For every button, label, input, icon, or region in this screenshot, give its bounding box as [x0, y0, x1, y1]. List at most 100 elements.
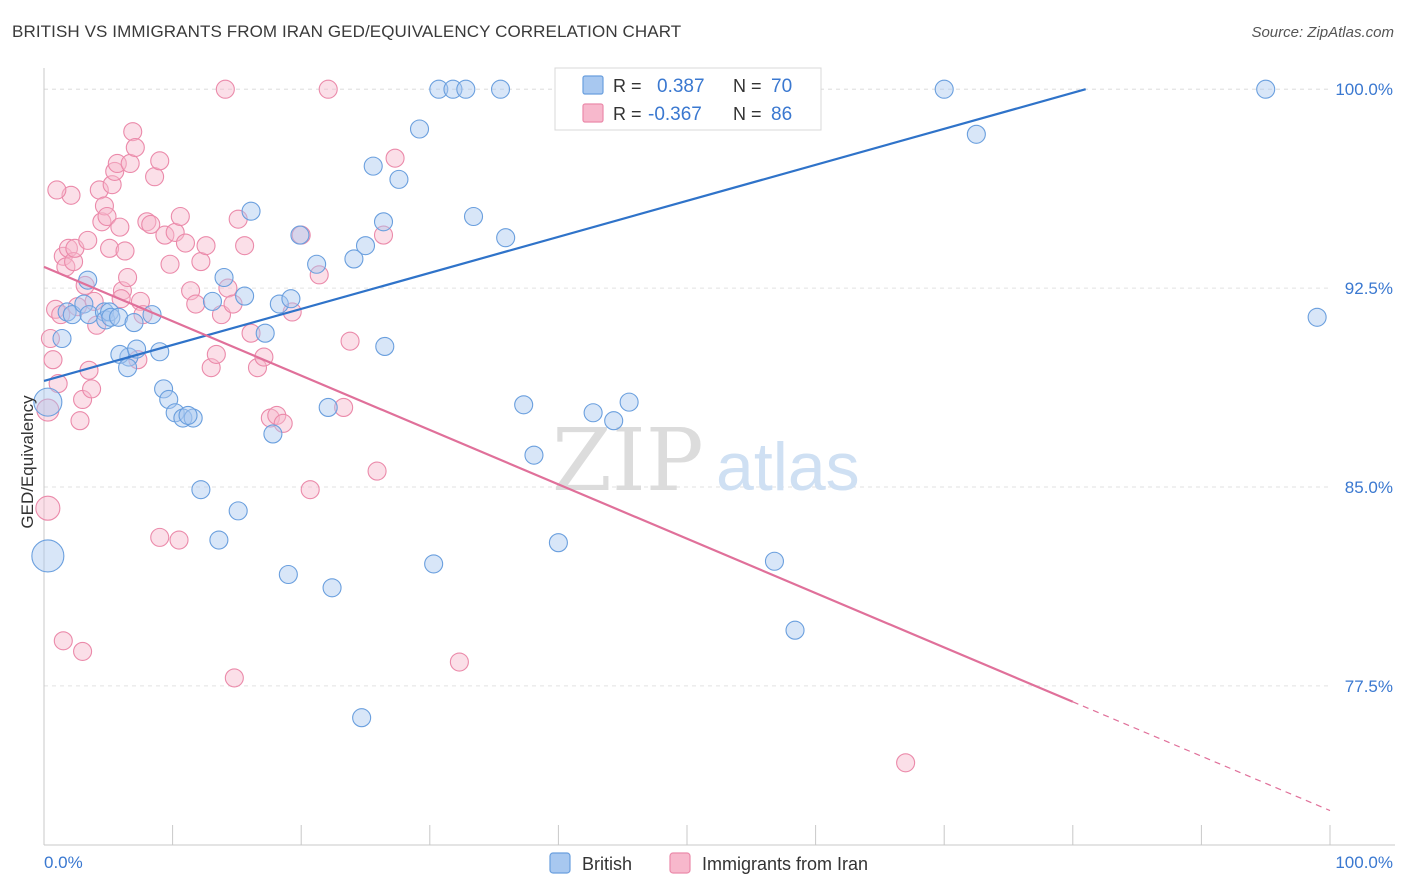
- iran-point-52: [196, 236, 216, 256]
- iran-point-59: [235, 236, 255, 256]
- iran-point-36: [125, 138, 145, 158]
- british-point-23: [173, 408, 193, 428]
- british-point-30: [241, 201, 261, 221]
- gridlines: [44, 88, 1330, 687]
- british-point-3: [57, 302, 77, 322]
- iran-point-42: [145, 167, 165, 187]
- british-point-46: [373, 212, 394, 232]
- iran-point-71: [318, 79, 338, 99]
- british-point-58: [524, 445, 544, 465]
- british-point-51: [424, 554, 444, 574]
- iran-point-14: [70, 411, 90, 431]
- iran-point-33: [118, 267, 138, 288]
- british-point-25: [178, 405, 198, 425]
- trend-lines: [43, 88, 1331, 812]
- watermark-atlas: atlas: [716, 429, 860, 505]
- y-axis-label: GED/Equivalency: [18, 395, 37, 529]
- iran-point-30: [110, 217, 130, 237]
- iran-point-57: [223, 294, 243, 314]
- iran-point-2: [40, 328, 60, 349]
- iran-point-84: [896, 753, 916, 773]
- x-tick-label-0: 0.0%: [44, 853, 83, 872]
- watermark-zip: ZIP: [552, 411, 704, 511]
- iran-point-60: [241, 323, 261, 343]
- legend-top-r-value-british: 0.387: [657, 76, 705, 97]
- iran-point-26: [100, 238, 120, 258]
- legend-top-n-value-iran: 86: [771, 104, 792, 125]
- british-point-48: [389, 169, 409, 189]
- british-point-26: [191, 480, 211, 500]
- british-point-29: [228, 501, 248, 521]
- iran-points: [35, 79, 916, 773]
- y-tick-label-2: 92.5%: [1345, 279, 1393, 298]
- british-point-36: [281, 289, 301, 309]
- iran-point-80: [367, 461, 387, 481]
- legend-top-swatch-iran: [582, 103, 604, 123]
- iran-point-23: [92, 212, 112, 232]
- british-point-45: [363, 156, 383, 176]
- iran-point-82: [385, 148, 405, 168]
- british-points: [31, 79, 1327, 728]
- iran-point-34: [120, 153, 140, 174]
- trend-line-iran-extension: [1072, 701, 1331, 812]
- iran-point-75: [224, 668, 244, 688]
- iran-point-73: [150, 527, 170, 547]
- british-point-2: [52, 328, 72, 349]
- british-point-15: [124, 313, 144, 333]
- y-tick-label-3: 100.0%: [1335, 80, 1393, 99]
- legend-top: R = 0.387 N = 70 R = -0.367 N = 86: [554, 67, 822, 131]
- british-point-28: [214, 267, 234, 288]
- y-tick-label-0: 77.5%: [1345, 677, 1393, 696]
- chart-title: BRITISH VS IMMIGRANTS FROM IRAN GED/EQUI…: [12, 22, 682, 41]
- iran-point-19: [82, 379, 102, 399]
- iran-point-79: [340, 331, 360, 351]
- trend-line-iran: [43, 265, 1074, 703]
- british-point-0: [33, 387, 63, 417]
- legend-label-iran: Immigrants from Iran: [702, 854, 868, 874]
- british-point-55: [490, 79, 511, 99]
- british-point-38: [307, 254, 327, 274]
- british-point-43: [355, 236, 376, 256]
- iran-point-72: [47, 180, 67, 200]
- iran-point-69: [300, 480, 320, 500]
- iran-point-28: [105, 161, 125, 181]
- british-point-5: [74, 294, 94, 314]
- british-point-62: [583, 403, 603, 423]
- legend-top-swatch-british: [582, 75, 604, 95]
- british-point-8: [94, 302, 114, 322]
- trend-line-british: [43, 88, 1086, 382]
- british-point-64: [604, 411, 624, 431]
- british-point-59: [548, 533, 568, 553]
- british-point-73: [1307, 307, 1327, 327]
- british-point-71: [966, 124, 986, 144]
- iran-point-78: [334, 397, 354, 417]
- iran-point-83: [449, 652, 469, 672]
- british-point-69: [785, 620, 805, 640]
- iran-point-32: [115, 241, 135, 261]
- british-point-42: [344, 249, 364, 269]
- british-point-53: [456, 79, 476, 99]
- iran-point-74: [169, 530, 189, 550]
- iran-point-54: [206, 344, 226, 364]
- british-point-72: [1256, 79, 1276, 99]
- iran-point-77: [73, 641, 93, 661]
- legend-top-n-label-iran: N =: [733, 104, 762, 124]
- legend-swatch-iran: [669, 852, 691, 874]
- british-point-40: [318, 397, 338, 417]
- iran-point-81: [373, 225, 394, 245]
- iran-point-3: [43, 350, 63, 370]
- iran-point-51: [191, 252, 211, 272]
- iran-point-65: [273, 413, 293, 433]
- british-point-35: [269, 294, 289, 314]
- iran-point-25: [97, 206, 117, 227]
- british-point-68: [764, 551, 784, 571]
- watermark: ZIP atlas: [552, 411, 860, 511]
- iran-point-17: [78, 230, 98, 250]
- legend-top-r-label-british: R =: [613, 76, 642, 96]
- legend-top-n-label-british: N =: [733, 76, 762, 96]
- british-point-27: [202, 291, 223, 311]
- british-point-47: [375, 336, 395, 356]
- legend-bottom: British Immigrants from Iran: [549, 852, 868, 874]
- iran-point-76: [53, 631, 73, 651]
- axes: [43, 68, 1395, 846]
